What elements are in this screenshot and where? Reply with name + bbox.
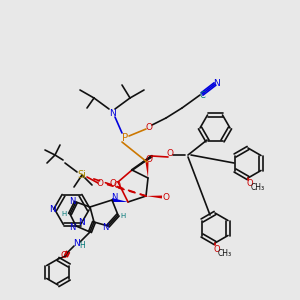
Text: N: N: [69, 223, 75, 232]
Text: Si: Si: [78, 170, 86, 180]
Text: H: H: [61, 211, 67, 217]
Text: O: O: [110, 178, 116, 188]
Polygon shape: [146, 162, 148, 178]
Text: O: O: [163, 194, 170, 202]
Text: N: N: [214, 79, 220, 88]
Polygon shape: [146, 196, 162, 199]
Text: N: N: [109, 109, 116, 118]
Text: O: O: [97, 178, 104, 188]
Text: CH₃: CH₃: [218, 250, 232, 259]
Text: N: N: [69, 196, 75, 206]
Text: P: P: [122, 133, 128, 143]
Text: N: N: [50, 206, 56, 214]
Text: H: H: [120, 213, 126, 219]
Text: O: O: [146, 155, 152, 164]
Text: O: O: [167, 149, 173, 158]
Polygon shape: [132, 155, 153, 170]
Text: O: O: [113, 182, 121, 190]
Text: N: N: [73, 238, 80, 247]
Text: N: N: [102, 224, 108, 232]
Text: N: N: [111, 194, 117, 202]
Text: H: H: [79, 241, 85, 250]
Text: N: N: [78, 218, 85, 227]
Text: O: O: [247, 178, 253, 188]
Text: O: O: [146, 122, 152, 131]
Polygon shape: [112, 198, 128, 202]
Text: C: C: [199, 92, 205, 100]
Text: O: O: [61, 251, 68, 260]
Text: O: O: [214, 244, 220, 253]
Text: CH₃: CH₃: [251, 184, 265, 193]
